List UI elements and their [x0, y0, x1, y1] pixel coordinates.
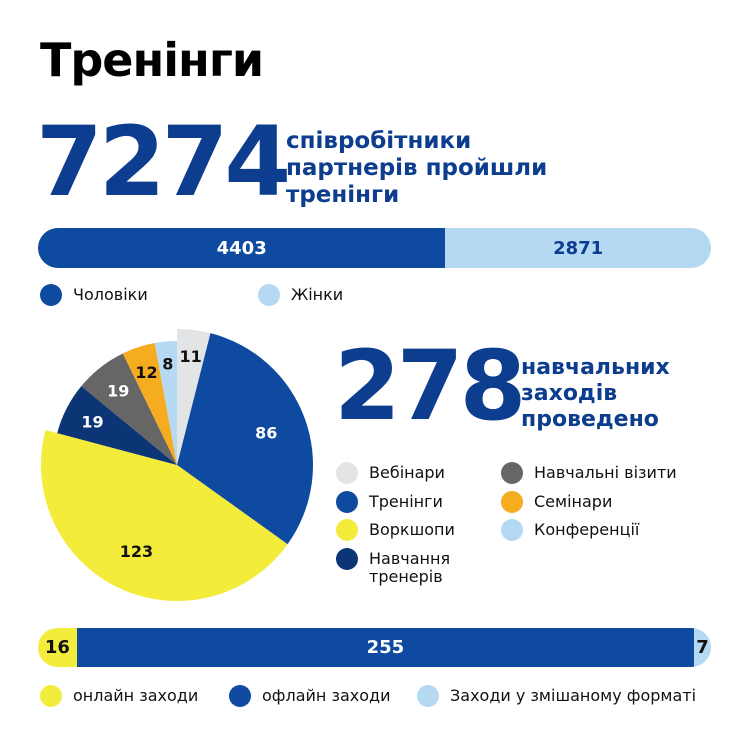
legend-item-women: Жінки: [258, 284, 343, 306]
total-participants-label: співробітники партнерів пройшли тренінги: [286, 128, 548, 208]
legend-dot-trainings: [336, 491, 358, 513]
pie-slice-webinars: [177, 329, 211, 465]
legend-dot-offline: [229, 685, 251, 707]
bar-segment-women: 2871: [445, 228, 711, 268]
total-participants-number: 7274: [36, 106, 291, 218]
legend-label-hybrid: Заходи у змішаному форматі: [450, 686, 697, 705]
legend-label-women: Жінки: [291, 285, 344, 304]
bar-segment-online: 16: [38, 628, 77, 667]
legend-dot-seminars: [501, 491, 523, 513]
legend-item-trainer-training: Навчання тренерів: [336, 548, 479, 586]
legend-item-trainings: Тренінги: [336, 491, 443, 513]
bar-segment-men: 4403: [38, 228, 446, 268]
page-title: Тренінги: [40, 33, 264, 87]
pie-slice-trainer-training: [57, 386, 177, 465]
legend-label-offline: офлайн заходи: [262, 686, 391, 705]
legend-label-men: Чоловіки: [73, 285, 148, 304]
pie-label-study-visits: 19: [107, 381, 129, 400]
legend-item-men: Чоловіки: [40, 284, 148, 306]
legend-label-webinars: Вебінари: [369, 463, 445, 482]
pie-label-workshops: 123: [120, 542, 153, 561]
total-events-label: навчальних заходів проведено: [521, 355, 670, 432]
legend-label-workshops: Воркшопи: [369, 520, 455, 539]
total-events-number: 278: [334, 330, 526, 442]
pie-slice-trainings: [177, 333, 313, 545]
legend-dot-trainer-training: [336, 548, 358, 570]
legend-dot-conferences: [501, 519, 523, 541]
pie-label-trainer-training: 19: [81, 413, 103, 432]
legend-item-conferences: Конференції: [501, 519, 639, 541]
legend-item-webinars: Вебінари: [336, 462, 445, 484]
legend-label-trainings: Тренінги: [369, 492, 443, 511]
legend-item-workshops: Воркшопи: [336, 519, 455, 541]
legend-label-seminars: Семінари: [534, 492, 613, 511]
legend-dot-men: [40, 284, 62, 306]
legend-dot-study-visits: [501, 462, 523, 484]
legend-label-study-visits: Навчальні візити: [534, 463, 677, 482]
legend-item-seminars: Семінари: [501, 491, 612, 513]
pie-slice-conferences: [154, 341, 177, 465]
legend-label-conferences: Конференції: [534, 520, 640, 539]
bar-segment-hybrid: 7: [694, 628, 711, 667]
bar-segment-offline: 255: [76, 628, 695, 667]
legend-label-trainer-training: Навчання тренерів: [369, 549, 451, 586]
gender-stacked-bar: 4403 2871: [38, 228, 711, 268]
legend-item-online: онлайн заходи: [40, 685, 198, 707]
legend-item-study-visits: Навчальні візити: [501, 462, 677, 484]
legend-label-online: онлайн заходи: [73, 686, 199, 705]
legend-dot-women: [258, 284, 280, 306]
pie-label-seminars: 12: [135, 363, 157, 382]
pie-label-conferences: 8: [162, 354, 173, 373]
legend-dot-workshops: [336, 519, 358, 541]
legend-dot-online: [40, 685, 62, 707]
pie-label-webinars: 11: [180, 347, 202, 366]
pie-label-trainings: 86: [255, 423, 277, 442]
pie-slice-seminars: [122, 343, 177, 465]
legend-item-offline: офлайн заходи: [229, 685, 390, 707]
legend-item-hybrid: Заходи у змішаному форматі: [417, 685, 696, 707]
pie-slice-workshops: [41, 430, 288, 601]
pie-slice-study-visits: [81, 353, 177, 465]
legend-dot-webinars: [336, 462, 358, 484]
event-format-stacked-bar: 16 255 7: [38, 628, 711, 667]
legend-dot-hybrid: [417, 685, 439, 707]
